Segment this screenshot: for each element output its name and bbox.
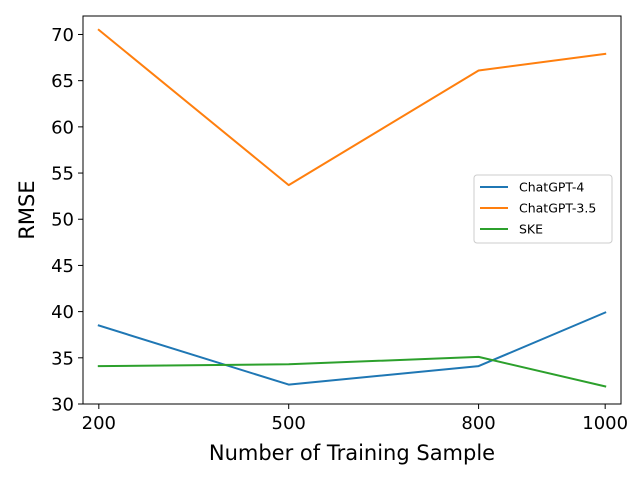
plot-frame [82, 15, 622, 405]
legend-label: ChatGPT-3.5 [519, 201, 596, 216]
y-tick-label: 45 [51, 256, 74, 277]
x-tick-label: 800 [461, 413, 495, 434]
x-tick-label: 1000 [582, 413, 628, 434]
x-axis: 200 500 800 1000 [82, 404, 628, 434]
series-line-2 [97, 28, 607, 187]
y-tick-label: 55 [51, 164, 74, 185]
series-layer [97, 28, 607, 388]
y-tick-label: 35 [51, 348, 74, 369]
series-line-3 [97, 355, 607, 388]
legend: ChatGPT-4 ChatGPT-3.5 SKE [473, 174, 613, 244]
x-tick-label: 500 [272, 413, 306, 434]
y-tick-label: 50 [51, 210, 74, 231]
y-tick-label: 65 [51, 71, 74, 92]
y-tick-label: 70 [51, 25, 74, 46]
x-tick-label: 200 [82, 413, 116, 434]
legend-label: SKE [519, 222, 543, 237]
y-axis: 30 35 40 45 50 55 60 65 70 [51, 25, 83, 416]
legend-box [473, 174, 613, 244]
y-tick-label: 60 [51, 117, 74, 138]
y-axis-label: RMSE [15, 180, 39, 239]
legend-label: ChatGPT-4 [519, 180, 584, 195]
series-line-1 [97, 311, 607, 386]
x-axis-label: Number of Training Sample [209, 441, 495, 465]
y-tick-label: 30 [51, 395, 74, 416]
y-tick-label: 40 [51, 302, 74, 323]
